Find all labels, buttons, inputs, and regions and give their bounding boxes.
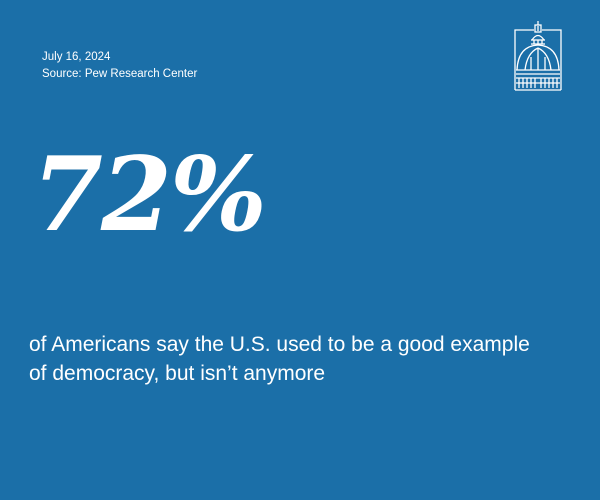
publish-date: July 16, 2024 (42, 51, 111, 63)
capitol-dome-icon (513, 20, 563, 91)
meta-info: July 16, 2024 Source: Pew Research Cente… (42, 49, 197, 83)
source-line: Source: Pew Research Center (42, 68, 198, 80)
statistic-caption: of Americans say the U.S. used to be a g… (29, 333, 530, 385)
headline-statistic: 72% (32, 135, 267, 255)
